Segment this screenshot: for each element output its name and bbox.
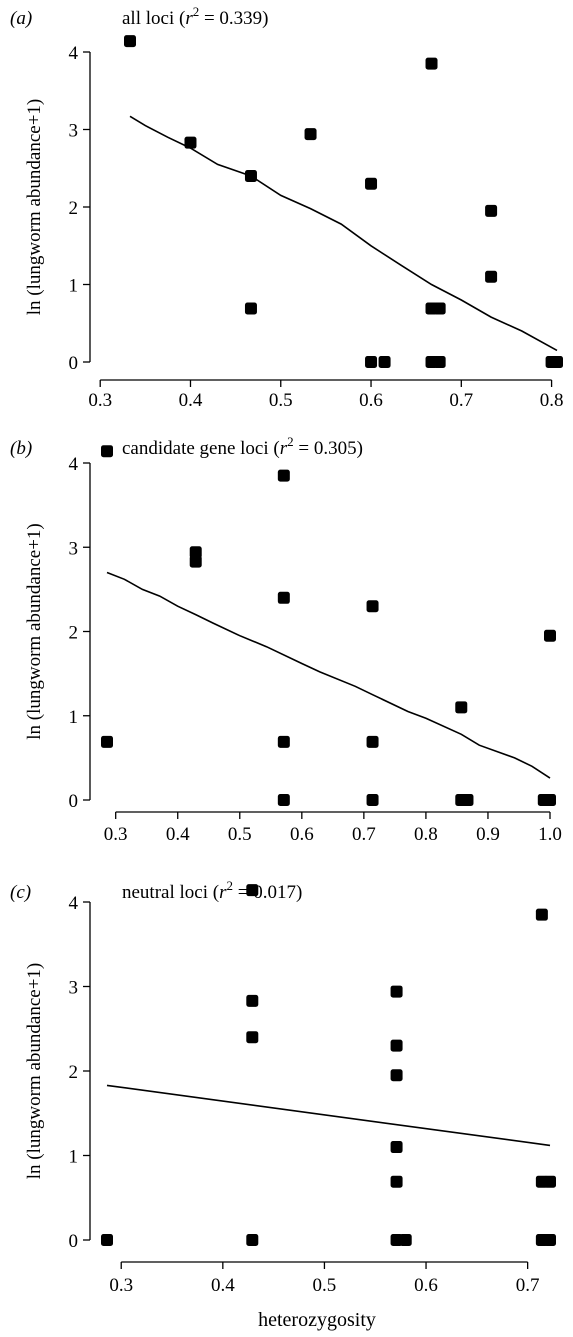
data-point <box>101 1234 113 1246</box>
data-point <box>390 1039 403 1052</box>
panel-title: neutral loci (r2 = 0.017) <box>122 878 302 903</box>
data-point <box>184 136 197 149</box>
data-point <box>366 735 379 748</box>
data-point <box>455 701 468 714</box>
y-tick-label: 3 <box>69 538 79 559</box>
x-tick-label: 0.5 <box>313 1275 337 1296</box>
data-point <box>390 985 403 998</box>
x-tick-label: 0.6 <box>290 824 314 845</box>
data-point <box>277 469 290 482</box>
panel-letter: (b) <box>10 438 32 459</box>
y-tick-label: 2 <box>69 198 79 219</box>
x-tick-label: 0.3 <box>109 1275 133 1296</box>
data-point <box>246 1234 259 1246</box>
regression-line <box>106 1084 551 1147</box>
data-point <box>244 302 257 315</box>
y-tick-label: 4 <box>69 43 79 64</box>
data-point <box>277 735 290 748</box>
y-tick-label: 1 <box>69 707 79 728</box>
data-point <box>277 794 290 806</box>
scatter-panel-1: (a) all loci (r2 = 0.339) ln (lungworm abu… <box>10 4 563 411</box>
data-point <box>246 1031 259 1044</box>
data-point <box>544 1175 556 1188</box>
data-point <box>277 591 290 604</box>
x-tick-label: 0.7 <box>516 1275 540 1296</box>
data-point <box>390 1234 403 1246</box>
data-point <box>544 1234 556 1246</box>
data-point <box>304 128 317 141</box>
x-tick-label: 0.4 <box>211 1275 235 1296</box>
x-tick-label: 0.7 <box>352 824 376 845</box>
x-tick-label: 0.4 <box>166 824 190 845</box>
panel-title: candidate gene loci (r2 = 0.305) <box>122 434 363 459</box>
data-point <box>246 884 259 897</box>
data-point <box>390 1141 403 1154</box>
data-point <box>365 177 378 190</box>
y-tick-label: 3 <box>69 978 79 999</box>
data-point <box>535 908 548 921</box>
data-point <box>365 356 378 368</box>
data-point <box>485 270 498 283</box>
data-point <box>124 35 136 48</box>
x-tick-label: 0.8 <box>540 390 564 411</box>
data-point <box>399 1234 412 1246</box>
data-point <box>101 445 113 458</box>
data-point <box>485 204 498 217</box>
x-axis-label: heterozygosity <box>258 1309 376 1331</box>
x-tick-label: 0.8 <box>414 824 438 845</box>
y-tick-label: 0 <box>69 353 79 374</box>
x-tick-label: 0.9 <box>476 824 500 845</box>
data-point <box>378 356 391 368</box>
data-point <box>366 600 379 613</box>
data-point <box>244 170 257 182</box>
x-tick-label: 0.4 <box>179 390 203 411</box>
data-point <box>425 57 438 70</box>
data-point <box>390 1069 403 1082</box>
y-tick-label: 3 <box>69 121 79 142</box>
scatter-panel-2: (b) candidate gene loci (r2 = 0.305) ln (l… <box>10 434 562 845</box>
y-tick-label: 0 <box>69 791 79 812</box>
data-point <box>101 735 113 748</box>
y-tick-label: 4 <box>69 893 79 914</box>
data-point <box>433 302 446 315</box>
data-point <box>189 546 202 559</box>
x-tick-label: 0.3 <box>88 390 112 411</box>
panel-letter: (c) <box>10 882 31 903</box>
x-tick-label: 0.6 <box>359 390 383 411</box>
data-point <box>544 794 556 806</box>
data-point <box>551 356 563 368</box>
x-tick-label: 1.0 <box>538 824 562 845</box>
y-tick-label: 2 <box>69 1062 79 1083</box>
data-point <box>366 794 379 806</box>
y-tick-label: 1 <box>69 1147 79 1168</box>
data-point <box>390 1175 403 1188</box>
x-tick-label: 0.7 <box>449 390 473 411</box>
regression-line <box>129 115 558 352</box>
x-tick-label: 0.6 <box>414 1275 438 1296</box>
y-axis-label: ln (lungworm abundance+1) <box>24 963 45 1180</box>
y-tick-label: 0 <box>69 1231 79 1252</box>
regression-line <box>106 571 551 779</box>
panel-letter: (a) <box>10 8 32 29</box>
x-tick-label: 0.5 <box>228 824 252 845</box>
y-axis-label: ln (lungworm abundance+1) <box>24 99 45 316</box>
scatter-panel-3: (c) neutral loci (r2 = 0.017) ln (lungworm… <box>10 878 556 1296</box>
x-tick-label: 0.5 <box>269 390 293 411</box>
data-point <box>433 356 446 368</box>
data-point <box>246 994 259 1007</box>
y-tick-label: 1 <box>69 276 79 297</box>
y-tick-label: 2 <box>69 623 79 644</box>
x-tick-label: 0.3 <box>104 824 128 845</box>
y-tick-label: 4 <box>69 454 79 475</box>
data-point <box>461 794 474 806</box>
data-point <box>189 555 202 568</box>
y-axis-label: ln (lungworm abundance+1) <box>24 523 45 740</box>
data-point <box>544 629 556 642</box>
panel-title: all loci (r2 = 0.339) <box>122 4 269 29</box>
